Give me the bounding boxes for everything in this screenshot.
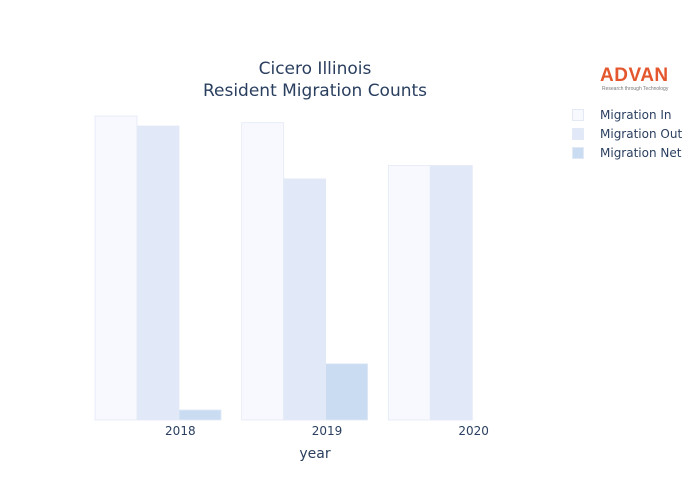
legend-swatch-migration-net bbox=[572, 147, 584, 159]
x-tick-label-2019: 2019 bbox=[312, 424, 343, 438]
bar-migration-in-2020[interactable] bbox=[387, 165, 431, 421]
legend-swatch-migration-in bbox=[572, 109, 584, 121]
advan-logo: ADVAN Research through Technology bbox=[600, 66, 680, 96]
logo-tagline: Research through Technology bbox=[602, 86, 669, 92]
bar-migration-in-2019[interactable] bbox=[241, 122, 285, 421]
x-tick-label-2020: 2020 bbox=[458, 424, 489, 438]
bar-migration-net-2019[interactable] bbox=[325, 363, 369, 421]
bar-migration-out-2019[interactable] bbox=[283, 178, 327, 421]
bar-migration-out-2018[interactable] bbox=[136, 125, 180, 421]
chart-subtitle: Resident Migration Counts bbox=[202, 81, 428, 101]
legend-label-migration-out: Migration Out bbox=[600, 127, 683, 141]
legend-label-migration-in: Migration In bbox=[600, 108, 672, 122]
legend-item-migration-in[interactable]: Migration In bbox=[572, 106, 692, 125]
legend-label-migration-net: Migration Net bbox=[600, 146, 682, 160]
chart-title: Cicero Illinois bbox=[258, 59, 372, 79]
bar-migration-net-2018[interactable] bbox=[178, 409, 222, 421]
legend-item-migration-net[interactable]: Migration Net bbox=[572, 144, 692, 163]
legend-item-migration-out[interactable]: Migration Out bbox=[572, 125, 692, 144]
x-tick-label-2018: 2018 bbox=[165, 424, 196, 438]
x-axis-title: year bbox=[299, 446, 331, 462]
bars-group bbox=[94, 115, 473, 421]
legend: Migration In Migration Out Migration Net bbox=[572, 106, 692, 163]
bar-migration-in-2018[interactable] bbox=[94, 115, 138, 421]
legend-swatch-migration-out bbox=[572, 128, 584, 140]
x-tick-labels: 2018 2019 2020 bbox=[165, 424, 489, 438]
bar-migration-out-2020[interactable] bbox=[429, 165, 473, 421]
logo-text: ADVAN bbox=[600, 65, 669, 86]
